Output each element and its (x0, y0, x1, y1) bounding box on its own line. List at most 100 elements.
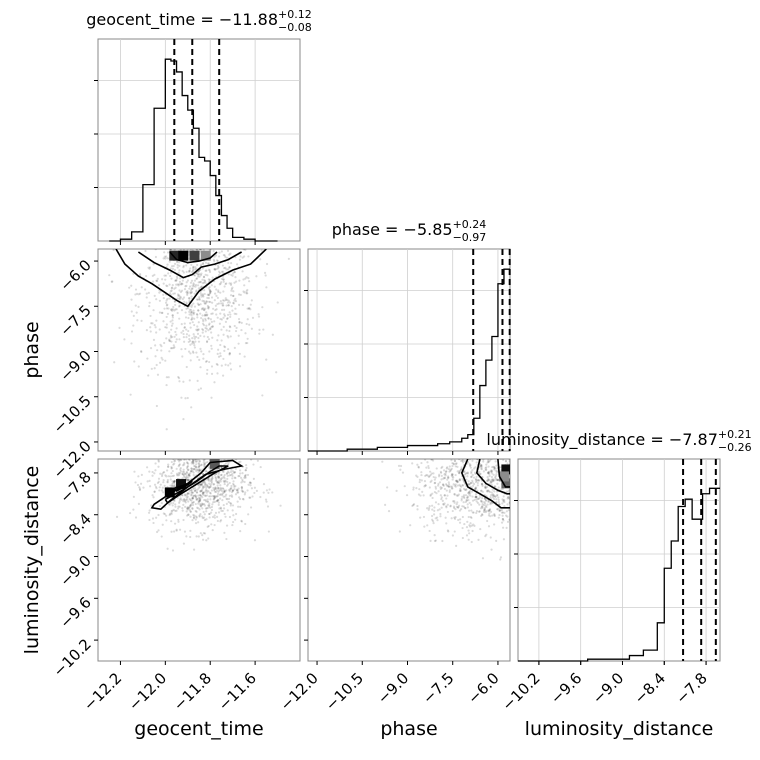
scatter-point (192, 459, 195, 461)
density-cell (501, 464, 510, 475)
scatter-point (162, 481, 165, 484)
scatter-point (184, 494, 187, 497)
scatter-point (212, 483, 215, 486)
scatter-point (457, 454, 459, 456)
scatter-point (198, 358, 201, 361)
density-cell (164, 487, 175, 498)
scatter-point (516, 467, 518, 469)
scatter-point (205, 300, 209, 303)
scatter-point (196, 298, 199, 301)
scatter-point (169, 478, 172, 481)
scatter-point (168, 283, 171, 286)
scatter-point (184, 472, 187, 475)
scatter-point (514, 467, 516, 469)
scatter-point (526, 452, 528, 454)
scatter-point (211, 515, 215, 519)
scatter-point (185, 452, 187, 454)
scatter-point (228, 488, 231, 492)
scatter-point (519, 456, 521, 458)
scatter-point (276, 301, 279, 304)
scatter-point (491, 514, 494, 517)
scatter-point (230, 502, 233, 505)
scatter-point (268, 488, 271, 491)
scatter-point (191, 337, 194, 340)
scatter-point (461, 459, 464, 462)
scatter-point (450, 472, 454, 476)
scatter-point (173, 335, 176, 338)
scatter-point (206, 274, 209, 277)
scatter-point (197, 303, 201, 306)
scatter-point (204, 326, 207, 330)
scatter-point (475, 495, 478, 499)
scatter-point (170, 513, 173, 516)
scatter-point (485, 463, 488, 466)
scatter-point (232, 471, 235, 474)
scatter-point (478, 453, 480, 455)
scatter-point (467, 538, 470, 541)
scatter-point (192, 451, 194, 453)
scatter-point (207, 307, 210, 310)
scatter-point (190, 263, 193, 266)
scatter-point (485, 466, 488, 469)
scatter-point (183, 459, 186, 461)
scatter-point (203, 280, 207, 283)
scatter-point (186, 498, 189, 501)
scatter-point (239, 293, 242, 297)
scatter-point (172, 463, 175, 466)
scatter-point (223, 490, 226, 493)
scatter-point (204, 307, 207, 310)
scatter-point (199, 242, 201, 244)
scatter-point (195, 491, 198, 494)
scatter-point (216, 372, 219, 375)
scatter-point (216, 352, 219, 356)
scatter-point (426, 461, 429, 464)
scatter-point (208, 292, 211, 295)
scatter-point (219, 300, 222, 303)
scatter-point (171, 267, 175, 270)
scatter-point (494, 460, 497, 463)
scatter-point (165, 304, 168, 307)
scatter-point (204, 317, 207, 320)
scatter-point (175, 327, 178, 330)
scatter-point (190, 503, 193, 506)
scatter-point (188, 474, 191, 478)
scatter-point (210, 508, 214, 512)
scatter-point (173, 480, 176, 484)
scatter-point (417, 466, 420, 469)
scatter-point (171, 549, 175, 552)
scatter-point (188, 379, 191, 382)
scatter-point (189, 359, 192, 362)
scatter-point (433, 539, 437, 543)
scatter-point (154, 344, 157, 347)
scatter-point (153, 324, 156, 327)
scatter-point (186, 291, 190, 294)
scatter-point (170, 530, 173, 533)
scatter-point (236, 500, 239, 503)
scatter-point (215, 515, 219, 518)
scatter-point (451, 473, 454, 476)
scatter-point (224, 298, 227, 302)
scatter-point (443, 494, 446, 497)
hist-panel-phase: phase = −5.85+0.24−0.97 (304, 218, 511, 455)
scatter-point (187, 462, 190, 465)
scatter-point (190, 287, 194, 290)
scatter-point (212, 483, 216, 486)
scatter-point (166, 251, 170, 254)
scatter-point (210, 284, 213, 287)
scatter-point (202, 275, 206, 278)
scatter-point (205, 340, 209, 343)
scatter-point (243, 493, 246, 496)
scatter-point (191, 269, 195, 272)
scatter-point (210, 296, 214, 299)
scatter-point (167, 465, 170, 468)
scatter-point (486, 519, 489, 523)
scatter-point (464, 472, 467, 475)
scatter-point (199, 334, 202, 338)
scatter-point (230, 282, 233, 285)
scatter-point (232, 514, 235, 517)
scatter-point (494, 485, 497, 488)
scatter-point (487, 500, 491, 503)
scatter-point (213, 299, 216, 302)
scatter-point (221, 275, 225, 278)
scatter-point (209, 483, 212, 486)
